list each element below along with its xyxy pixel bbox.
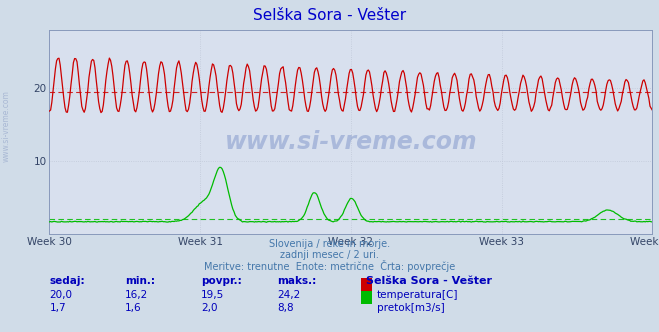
Text: Selška Sora - Vešter: Selška Sora - Vešter: [366, 276, 492, 286]
Text: pretok[m3/s]: pretok[m3/s]: [377, 303, 445, 313]
Text: povpr.:: povpr.:: [201, 276, 242, 286]
Text: 1,6: 1,6: [125, 303, 142, 313]
Text: 20,0: 20,0: [49, 290, 72, 299]
Text: maks.:: maks.:: [277, 276, 316, 286]
Text: Selška Sora - Vešter: Selška Sora - Vešter: [253, 8, 406, 23]
Text: Slovenija / reke in morje.: Slovenija / reke in morje.: [269, 239, 390, 249]
Text: Meritve: trenutne  Enote: metrične  Črta: povprečje: Meritve: trenutne Enote: metrične Črta: …: [204, 260, 455, 272]
Text: 1,7: 1,7: [49, 303, 66, 313]
Text: min.:: min.:: [125, 276, 156, 286]
Text: temperatura[C]: temperatura[C]: [377, 290, 459, 299]
Text: www.si-vreme.com: www.si-vreme.com: [225, 130, 477, 154]
Text: 24,2: 24,2: [277, 290, 300, 299]
Text: zadnji mesec / 2 uri.: zadnji mesec / 2 uri.: [280, 250, 379, 260]
Text: 19,5: 19,5: [201, 290, 224, 299]
Text: 16,2: 16,2: [125, 290, 148, 299]
Text: 8,8: 8,8: [277, 303, 293, 313]
Text: 2,0: 2,0: [201, 303, 217, 313]
Text: sedaj:: sedaj:: [49, 276, 85, 286]
Text: www.si-vreme.com: www.si-vreme.com: [2, 90, 11, 162]
